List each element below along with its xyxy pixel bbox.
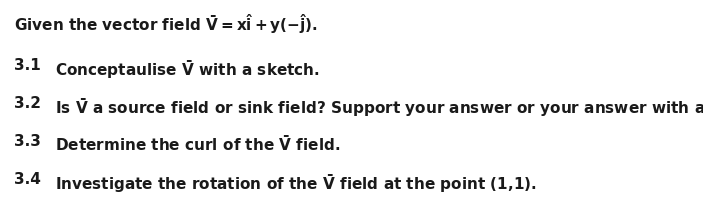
- Text: 3.4: 3.4: [14, 172, 41, 187]
- Text: Conceptaulise $\mathbf{\bar{V}}$ with a sketch.: Conceptaulise $\mathbf{\bar{V}}$ with a …: [55, 58, 320, 81]
- Text: Investigate the rotation of the $\mathbf{\bar{V}}$ field at the point (1,1).: Investigate the rotation of the $\mathbf…: [55, 172, 537, 195]
- Text: 3.2: 3.2: [14, 96, 41, 111]
- Text: Is $\mathbf{\bar{V}}$ a source field or sink field? Support your answer or your : Is $\mathbf{\bar{V}}$ a source field or …: [55, 96, 703, 119]
- Text: 3.3: 3.3: [14, 134, 41, 149]
- Text: Determine the curl of the $\mathbf{\bar{V}}$ field.: Determine the curl of the $\mathbf{\bar{…: [55, 134, 340, 154]
- Text: Given the vector field $\mathbf{\bar{V}=x\hat{i}+y(-\hat{j})}$.: Given the vector field $\mathbf{\bar{V}=…: [14, 12, 318, 36]
- Text: 3.1: 3.1: [14, 58, 41, 73]
